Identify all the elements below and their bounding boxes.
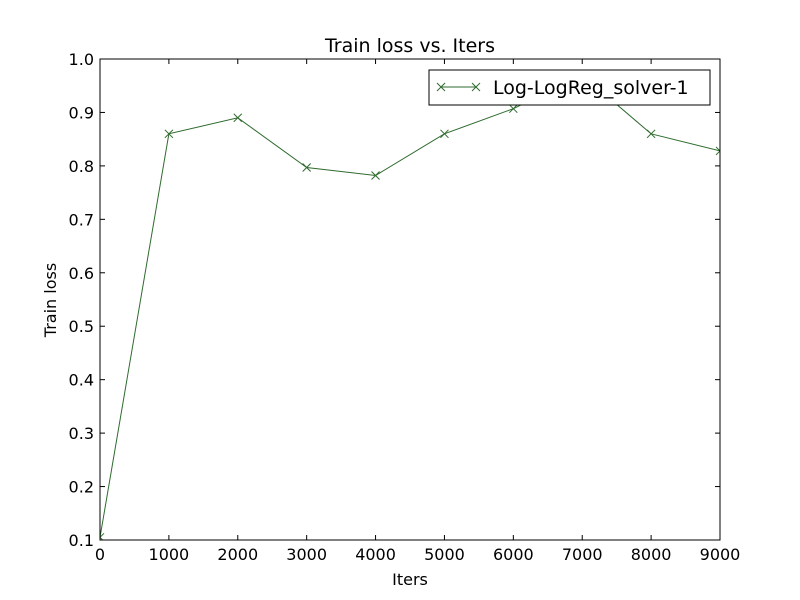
x-tick-label: 1000 xyxy=(149,545,190,564)
y-tick-label: 0.7 xyxy=(69,210,94,229)
x-axis-title: Iters xyxy=(392,570,428,589)
x-tick-label: 2000 xyxy=(217,545,258,564)
x-tick-label: 4000 xyxy=(355,545,396,564)
x-tick-label: 5000 xyxy=(424,545,465,564)
data-point-marker xyxy=(234,114,242,122)
plot-frame xyxy=(100,59,720,540)
y-tick-label: 0.6 xyxy=(69,264,94,283)
x-tick-label: 9000 xyxy=(700,545,741,564)
y-tick-label: 0.1 xyxy=(69,531,94,550)
x-tick-label: 7000 xyxy=(562,545,603,564)
series-line xyxy=(100,75,720,537)
ticks-layer: 0 1000 2000 3000 4000 5000 6000 7000 8000 9000 0.1… xyxy=(69,50,741,564)
x-tick-label: 6000 xyxy=(493,545,534,564)
legend-label: Log-LogReg_solver-1 xyxy=(493,77,689,99)
y-tick-label: 0.2 xyxy=(69,478,94,497)
y-tick-label: 0.9 xyxy=(69,103,94,122)
data-point-marker xyxy=(647,130,655,138)
data-point-marker xyxy=(440,130,448,138)
legend: Log-LogReg_solver-1 xyxy=(429,70,710,105)
y-tick-label: 0.3 xyxy=(69,424,94,443)
y-tick-label: 0.8 xyxy=(69,157,94,176)
x-tick-label: 3000 xyxy=(286,545,327,564)
y-tick-label: 0.4 xyxy=(69,371,94,390)
x-tick-label: 0 xyxy=(95,545,105,564)
data-point-marker xyxy=(509,105,517,113)
chart-title: Train loss vs. Iters xyxy=(324,35,495,57)
y-tick-label: 0.5 xyxy=(69,317,94,336)
series-layer xyxy=(96,71,724,541)
x-tick-label: 8000 xyxy=(631,545,672,564)
y-axis-title: Train loss xyxy=(41,263,60,338)
y-tick-label: 1.0 xyxy=(69,50,94,69)
